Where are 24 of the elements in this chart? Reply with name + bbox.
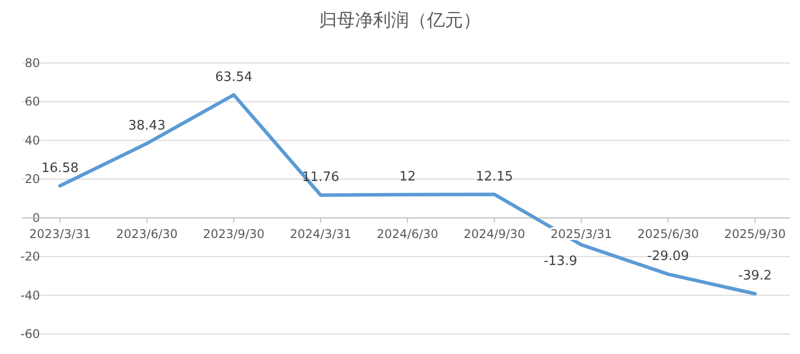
data-label: 12	[399, 170, 416, 185]
x-tick-label: 2023/6/30	[116, 226, 178, 241]
y-tick-label: -20	[20, 250, 40, 264]
x-tick-label: 2025/9/30	[724, 226, 786, 241]
y-tick-label: -40	[20, 288, 40, 302]
data-label: 38.43	[128, 118, 166, 134]
y-tick-label: -60	[20, 327, 40, 341]
data-label: -29.09	[647, 249, 690, 264]
x-tick-label: 2023/3/31	[29, 226, 91, 241]
data-label: 63.54	[215, 70, 252, 85]
y-tick-label: 60	[24, 94, 40, 109]
data-label: 16.58	[41, 160, 79, 176]
x-tick-label: 2025/6/30	[637, 226, 699, 241]
x-tick-label: 2024/3/31	[290, 226, 352, 241]
x-tick-label: 2024/9/30	[464, 226, 526, 241]
x-tick-label: 2024/6/30	[376, 226, 438, 241]
y-tick-label: 80	[24, 56, 40, 70]
y-tick-label: 40	[24, 133, 40, 148]
data-label: -39.2	[738, 268, 772, 284]
chart-title: 归母净利润（亿元）	[319, 10, 481, 31]
x-tick-label: 2023/9/30	[202, 226, 265, 241]
y-tick-label: 20	[24, 172, 40, 186]
data-label: -13.9	[544, 254, 578, 269]
data-label: 12.15	[476, 169, 513, 184]
